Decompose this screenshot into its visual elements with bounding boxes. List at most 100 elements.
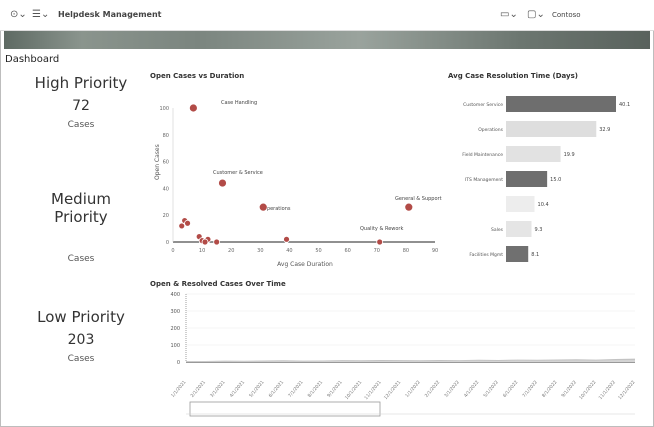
kpi-value: 203 [67,332,95,348]
bar-data-label: 32.9 [599,127,610,133]
bar-data-label: 10.4 [538,202,549,208]
timeline-x-tick: 10/1/2022 [578,379,598,401]
timeline-x-tick: 9/1/2022 [560,379,578,398]
timeline-x-tick: 8/1/2021 [307,379,325,398]
timeline-x-tick: 3/1/2022 [443,379,461,398]
kpi-sub: Cases [67,120,95,130]
bar-category-label: Sales [491,227,504,233]
kpi-sub: Cases [67,254,95,264]
scatter-point [213,238,221,246]
bar-data-label: 15.0 [550,177,561,183]
scatter-x-tick: 50 [315,248,321,254]
bar [506,96,616,112]
timeline-x-tick: 6/1/2021 [268,379,286,398]
scatter-point [201,238,209,246]
bar-data-label: 8.1 [531,252,539,258]
scatter-title: Open Cases vs Duration [150,72,245,80]
bar [506,146,561,162]
scatter-y-tick: 40 [163,186,169,192]
top-bar: ⊙⌄ ☰⌄ Helpdesk Management ▭⌄ ▢⌄ Contoso [0,0,654,31]
timeline-x-tick: 5/1/2021 [248,379,266,398]
scatter-point [258,202,268,212]
scatter-point-label: Quality & Rework [360,226,403,232]
scatter-point [376,238,384,246]
bar-category-label: ITS Management [465,177,503,183]
scatter-x-tick: 30 [257,248,263,254]
timeline-x-tick: 2/1/2022 [424,379,442,398]
timeline-x-tick: 3/1/2021 [209,379,227,398]
kpi-high-priority[interactable]: High Priority 72 Cases [22,74,140,130]
kpi-label: Low Priority [37,308,125,326]
scatter-point [188,103,198,113]
timeline-x-tick: 11/1/2021 [363,379,383,401]
bar [506,121,597,137]
scatter-x-tick: 60 [344,248,350,254]
bar-data-label: 40.1 [619,102,630,108]
kpi-sub: Cases [67,354,95,364]
timeline-y-tick: 100 [170,343,180,349]
timeline-title: Open & Resolved Cases Over Time [150,280,286,288]
timeline-x-tick: 1/1/2022 [404,379,422,398]
scatter-x-tick: 90 [432,248,438,254]
account-label[interactable]: Contoso [552,11,581,19]
bar [506,221,532,237]
bar [506,246,529,262]
scatter-point [218,178,227,188]
timeline-series-area [186,360,635,362]
scatter-y-tick: 100 [159,106,169,112]
timeline-x-tick: 1/1/2021 [170,379,188,398]
scatter-point-label: Operations [263,206,291,212]
bar-category-label: Facilities Mgmt [469,252,503,258]
timeline-x-tick: 10/1/2021 [344,379,364,401]
scatter-x-tick: 40 [286,248,292,254]
bar-data-label: 9.3 [535,227,543,233]
timeline-x-tick: 8/1/2022 [541,379,559,398]
breadcrumb[interactable]: Dashboard [5,54,60,65]
kpi-low-priority[interactable]: Low Priority 203 Cases [22,308,140,364]
timeline-range-selector [189,401,381,417]
bar-category-label: Operations [478,127,503,133]
timeline-x-tick: 12/1/2022 [617,379,637,401]
bar [506,196,535,212]
timeline-y-tick: 0 [177,360,180,366]
scatter-x-tick: 10 [199,248,205,254]
bar-category-label: Field Maintenance [462,152,503,158]
comment-icon[interactable]: ▭⌄ [500,9,518,20]
scatter-y-axis-label: Open Cases [154,144,161,180]
timeline-y-tick: 300 [170,309,180,315]
scatter-point [283,235,290,243]
timeline-x-tick: 12/1/2021 [383,379,403,401]
timeline-x-tick: 2/1/2021 [189,379,207,398]
kpi-value [22,232,140,248]
kpi-label: Medium Priority [51,190,111,226]
app-title: Helpdesk Management [58,10,162,19]
scatter-point-label: Customer & Service [213,170,263,176]
app-menu-icon[interactable]: ⊙⌄ [10,9,27,20]
scatter-x-tick: 80 [403,248,409,254]
sheet-icon[interactable]: ▢⌄ [527,9,545,20]
kpi-value: 72 [72,98,90,114]
timeline-x-tick: 4/1/2021 [229,379,247,398]
kpi-medium-priority[interactable]: Medium Priority Cases [22,190,140,264]
scatter-y-tick: 20 [163,213,169,219]
banner-strip [4,31,650,49]
timeline-x-tick: 7/1/2022 [521,379,539,398]
bar-category-label: Customer Service [463,102,503,108]
scatter-x-tick: 70 [374,248,380,254]
timeline-y-tick: 400 [170,292,180,298]
scatter-point-label: Case Handling [221,100,257,106]
scatter-point [178,222,186,230]
scatter-x-tick: 0 [171,248,174,254]
bar [506,171,548,187]
scatter-chart[interactable]: Open Cases Avg Case Duration Case Handli… [145,90,445,280]
bar-chart[interactable]: Customer Service 40.1 Operations 32.9 Field … [448,90,648,275]
timeline-y-tick: 200 [170,326,180,332]
timeline-x-tick: 4/1/2022 [463,379,481,398]
bar-data-label: 19.9 [564,152,575,158]
hamburger-menu-icon[interactable]: ☰⌄ [32,9,50,20]
timeline-x-tick: 9/1/2021 [326,379,344,398]
scatter-point [184,219,191,227]
scatter-y-tick: 80 [163,133,169,139]
kpi-label: High Priority [34,74,128,92]
